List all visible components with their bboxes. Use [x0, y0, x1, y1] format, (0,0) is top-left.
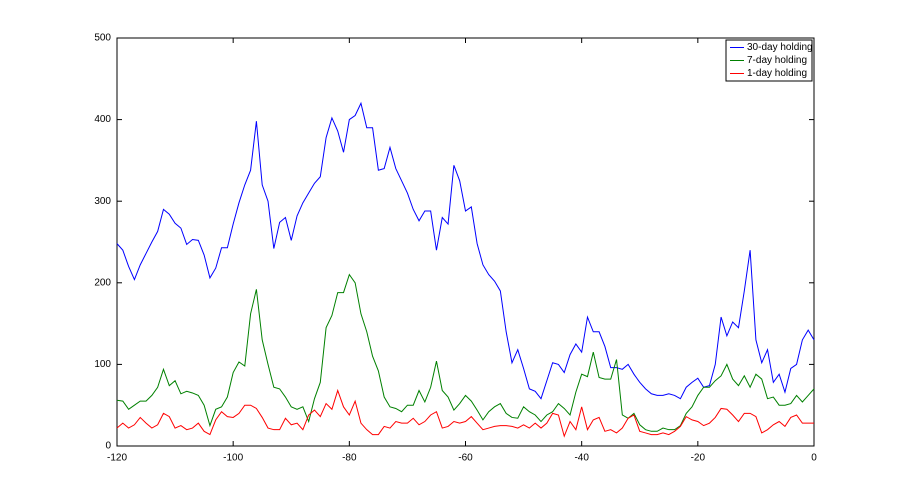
series-line: [116, 388, 814, 438]
legend-label: 7-day holding: [747, 55, 807, 66]
x-tick-label: -60: [458, 453, 473, 464]
y-tick-label: 200: [94, 277, 111, 288]
y-tick-label: 0: [105, 441, 111, 452]
y-tick-label: 500: [94, 33, 111, 44]
x-tick-label: -20: [691, 453, 706, 464]
x-tick-label: -80: [342, 453, 357, 464]
legend: 30-day holding 7-day holding 1-day holding: [725, 39, 813, 82]
legend-box: [725, 39, 813, 82]
x-tick-label: -40: [574, 453, 589, 464]
y-tick-label: 300: [94, 196, 111, 207]
y-tick-label: 400: [94, 114, 111, 125]
series-line: [116, 101, 815, 400]
y-tick-label: 100: [94, 359, 111, 370]
x-tick-label: -120: [107, 453, 127, 464]
x-tick-label: 0: [811, 453, 817, 464]
x-tick-label: -100: [223, 453, 243, 464]
legend-label: 1-day holding: [747, 68, 807, 79]
series-line: [116, 273, 815, 432]
legend-label: 30-day holding: [747, 42, 813, 53]
